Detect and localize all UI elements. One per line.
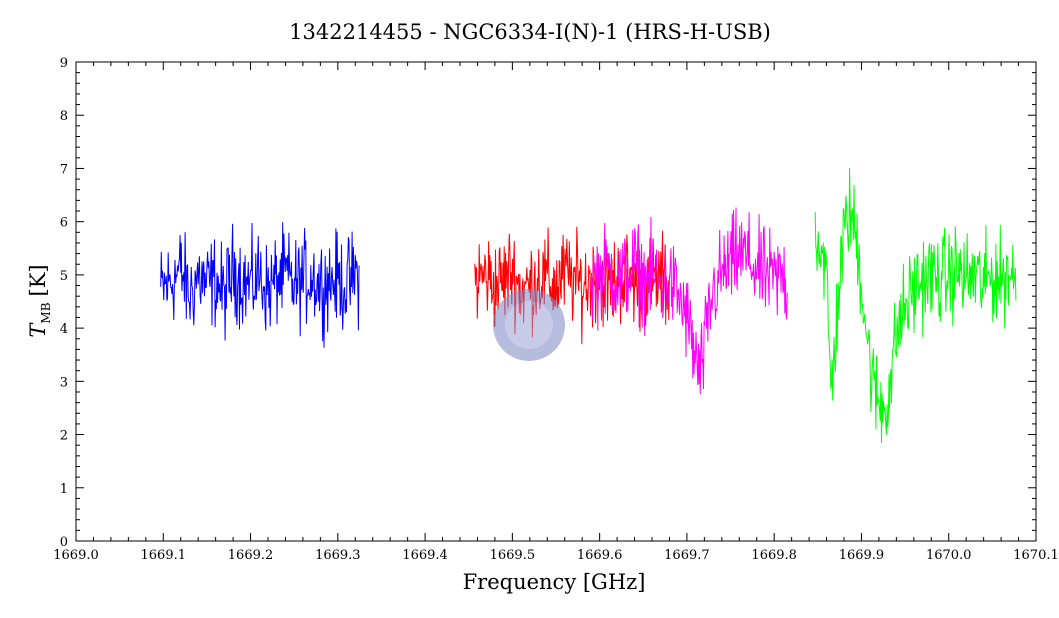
y-axis: 0 1 2 3 4 5 6 7 8 9	[60, 56, 1036, 550]
y-axis-title: TMB [K]	[26, 264, 53, 337]
y-tick-label: 1	[60, 482, 68, 497]
x-tick-label: 1669.9	[839, 548, 885, 563]
series-line-1	[160, 222, 360, 348]
watermark-logo	[493, 289, 565, 361]
x-tick-label: 1670.1	[1013, 548, 1059, 563]
x-tick-label: 1669.6	[577, 548, 623, 563]
y-tick-label: 6	[60, 216, 68, 231]
y-tick-label: 7	[60, 162, 68, 177]
x-tick-label: 1669.1	[141, 548, 187, 563]
series-line-4	[814, 167, 1017, 444]
watermark-inner	[505, 301, 553, 349]
y-axis-title-symbol: T	[26, 322, 50, 338]
plot-border	[75, 61, 1037, 542]
x-axis: 1669.0 1669.1 1669.2 1669.3 1669.4 1669.5 1669…	[53, 62, 1059, 563]
series-layer	[160, 167, 1017, 444]
x-tick-label: 1670.0	[926, 548, 972, 563]
y-tick-label: 8	[60, 109, 68, 124]
y-tick-label: 4	[60, 322, 68, 337]
y-tick-label: 5	[60, 269, 68, 284]
x-tick-label: 1669.2	[228, 548, 274, 563]
x-tick-label: 1669.7	[664, 548, 710, 563]
y-tick-label: 9	[60, 56, 68, 71]
x-tick-label: 1669.5	[490, 548, 536, 563]
series-line-2	[474, 226, 670, 345]
y-tick-label: 2	[60, 429, 68, 444]
y-axis-title-subscript: MB	[39, 302, 53, 323]
y-tick-label: 3	[60, 375, 68, 390]
x-tick-label: 1669.4	[402, 548, 448, 563]
x-tick-label: 1669.8	[751, 548, 797, 563]
plot-frame	[75, 61, 1037, 542]
chart-title: 1342214455 - NGC6334-I(N)-1 (HRS-H-USB)	[289, 20, 771, 44]
y-tick-label: 0	[60, 535, 68, 550]
x-tick-label: 1669.3	[315, 548, 361, 563]
series-line-3	[590, 207, 788, 395]
x-tick-label: 1669.0	[53, 548, 99, 563]
x-axis-title: Frequency [GHz]	[463, 570, 646, 594]
y-axis-title-unit: [K]	[26, 264, 50, 296]
